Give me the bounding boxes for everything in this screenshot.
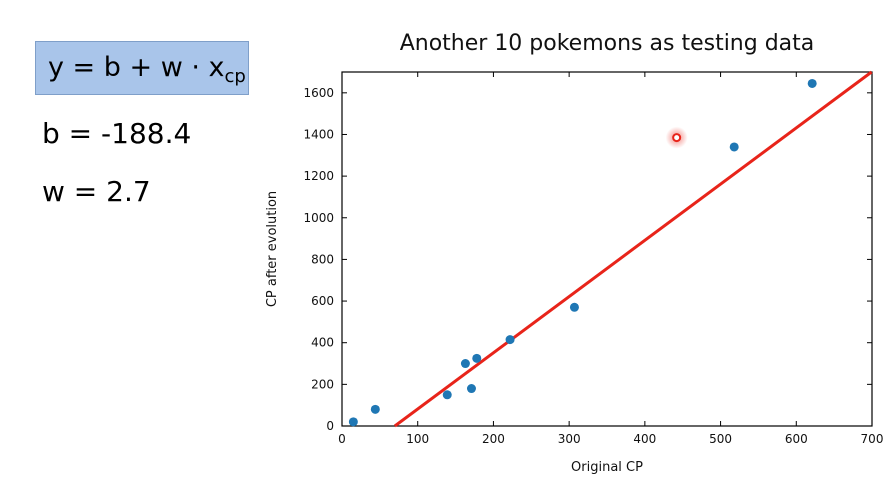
x-tick-label: 600 — [785, 432, 808, 446]
formula-subscript: cp — [224, 66, 246, 87]
data-point — [505, 335, 515, 345]
x-axis-label: Original CP — [571, 460, 643, 475]
x-tick-label: 100 — [406, 432, 429, 446]
x-tick-label: 400 — [633, 432, 656, 446]
param-w-label: w = 2.7 — [42, 175, 151, 208]
y-tick-label: 200 — [311, 377, 334, 391]
x-tick-label: 300 — [558, 432, 581, 446]
y-tick-label: 800 — [311, 252, 334, 266]
data-point — [807, 78, 817, 88]
y-tick-label: 600 — [311, 294, 334, 308]
plot-frame — [341, 71, 873, 427]
data-point — [460, 359, 470, 369]
y-tick-label: 1200 — [303, 169, 334, 183]
data-point — [466, 384, 476, 394]
y-tick-label: 1000 — [303, 211, 334, 225]
data-point — [370, 404, 380, 414]
data-point — [442, 390, 452, 400]
data-point — [348, 417, 358, 427]
y-axis-label: CP after evolution — [265, 191, 280, 307]
highlighted-point — [672, 133, 682, 143]
param-b-label: b = -188.4 — [42, 117, 192, 150]
x-tick-label: 700 — [861, 432, 884, 446]
formula-box: y = b + w · xcp — [35, 41, 249, 95]
y-tick-label: 1600 — [303, 86, 334, 100]
y-tick-label: 400 — [311, 336, 334, 350]
data-point — [729, 142, 739, 152]
data-point — [569, 302, 579, 312]
y-tick-label: 1400 — [303, 127, 334, 141]
formula-text: y = b + w · x — [48, 52, 225, 83]
x-tick-label: 500 — [709, 432, 732, 446]
y-tick-label: 0 — [326, 419, 334, 433]
chart-title: Another 10 pokemons as testing data — [399, 31, 815, 56]
x-tick-label: 0 — [338, 432, 346, 446]
x-tick-label: 200 — [482, 432, 505, 446]
data-point — [472, 353, 482, 363]
fit-line — [393, 70, 873, 428]
